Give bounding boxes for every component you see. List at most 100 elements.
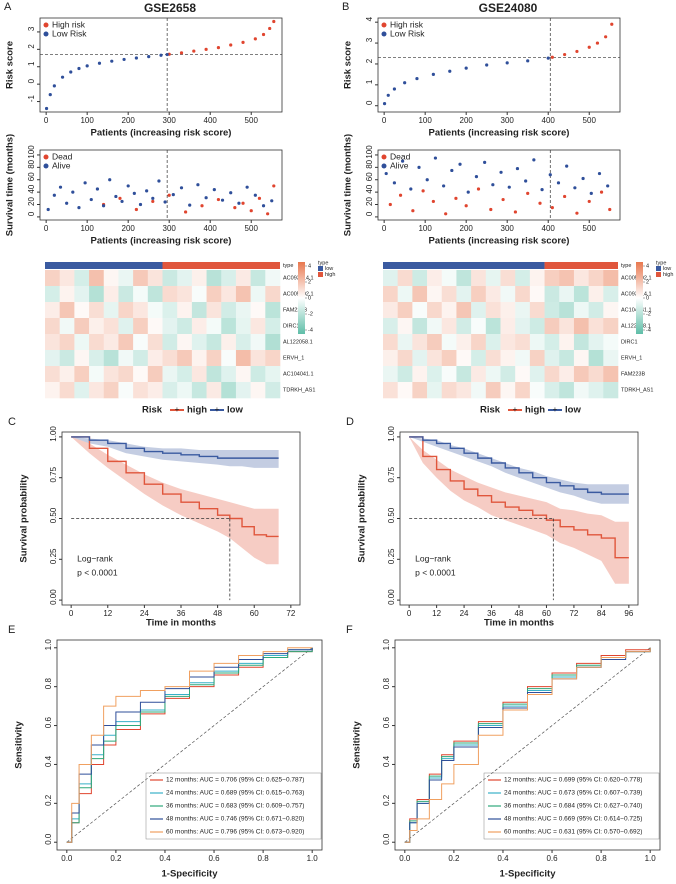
y-tick-label: 0 [365, 211, 374, 216]
heat-cell [544, 302, 560, 319]
x-tick-label: 300 [501, 224, 515, 233]
x-axis-label: Patients (increasing risk score) [91, 236, 232, 247]
point [485, 63, 489, 67]
heat-cell [515, 366, 531, 383]
heat-cell [235, 302, 251, 319]
heat-cell [177, 366, 193, 383]
point [433, 156, 438, 160]
point [491, 183, 495, 187]
risk-legend-plus: + [513, 405, 518, 414]
heat-cell [383, 270, 398, 287]
heat-cell [45, 270, 60, 287]
point [409, 187, 413, 191]
gene-label: FAM223B [283, 307, 307, 313]
plot-frame [394, 639, 661, 851]
point [58, 185, 63, 189]
y-tick-label: 0 [27, 211, 36, 216]
heat-cell [265, 334, 281, 351]
x-tick-label: 12 [103, 609, 112, 618]
heat-cell [427, 382, 443, 399]
heat-cell [500, 350, 516, 367]
heat-cell [45, 286, 60, 303]
heat-cell [441, 286, 457, 303]
y-axis-label: Survival time (months) [5, 134, 16, 236]
y-tick-label: 0.2 [44, 794, 53, 806]
y-tick-label: 0.0 [382, 833, 391, 845]
point [241, 201, 245, 205]
heat-cell [235, 382, 251, 399]
y-tick-label: 1.00 [387, 426, 396, 442]
heat-cell [265, 286, 281, 303]
x-tick-label: 300 [501, 116, 515, 125]
point [216, 197, 221, 202]
point [556, 181, 561, 185]
point [550, 206, 554, 210]
heat-cell [74, 382, 90, 399]
legend-label: High risk [390, 19, 424, 29]
type-row-label: type [621, 263, 631, 269]
type-legend-swatch [318, 266, 323, 271]
point [392, 87, 397, 91]
heat-cell [573, 286, 589, 303]
color-tick-label: -4 [646, 327, 651, 333]
heat-cell [147, 334, 163, 351]
point [589, 191, 593, 195]
heat-cell [206, 366, 222, 383]
point [196, 183, 200, 187]
x-tick-label: 0.6 [546, 854, 558, 863]
heat-cell [235, 366, 251, 383]
heat-cell [529, 366, 545, 383]
point [450, 168, 454, 173]
point [249, 209, 253, 213]
heat-cell [118, 286, 134, 303]
heat-cell [221, 302, 237, 319]
point [97, 61, 102, 65]
heat-cell [265, 350, 281, 367]
column-title: GSE24080 [479, 1, 538, 15]
curve [66, 647, 313, 843]
heat-cell [529, 382, 545, 399]
point [272, 19, 276, 24]
heat-cell [265, 302, 281, 319]
y-tick-label: 0.4 [44, 755, 53, 767]
heat-cell [133, 286, 149, 303]
x-tick-label: 0 [44, 224, 49, 233]
heat-cell [544, 382, 560, 399]
heat-cell [456, 286, 472, 303]
point [192, 49, 196, 53]
point [505, 61, 509, 65]
legend-marker [381, 31, 387, 37]
x-tick-label: 12 [432, 609, 441, 618]
x-tick-label: 0.2 [448, 854, 460, 863]
point [454, 196, 458, 200]
y-tick-label: 0.25 [49, 548, 58, 564]
y-axis-label: Sensitivity [352, 721, 363, 769]
panel-label: A [4, 1, 12, 13]
point [563, 194, 567, 199]
heat-cell [191, 334, 207, 351]
heat-cell [397, 334, 413, 351]
curve [404, 647, 651, 843]
heat-cell [250, 318, 266, 335]
x-tick-label: 0 [382, 224, 387, 233]
y-tick-label: 20 [365, 197, 374, 206]
heat-cell [206, 318, 222, 335]
point [524, 179, 528, 183]
heat-cell [412, 382, 428, 399]
heat-cell [103, 350, 119, 367]
point [44, 106, 49, 111]
gene-label: TDRKH_AS1 [283, 387, 315, 393]
point [513, 210, 518, 214]
heat-cell [147, 302, 163, 319]
heat-cell [588, 366, 604, 383]
heat-cell [573, 382, 589, 399]
heat-cell [456, 302, 472, 319]
point [550, 55, 554, 59]
point [257, 196, 262, 200]
point [167, 193, 171, 197]
heat-cell [265, 318, 281, 335]
point [599, 190, 604, 194]
heat-cell [559, 382, 575, 399]
heat-cell [74, 286, 90, 303]
